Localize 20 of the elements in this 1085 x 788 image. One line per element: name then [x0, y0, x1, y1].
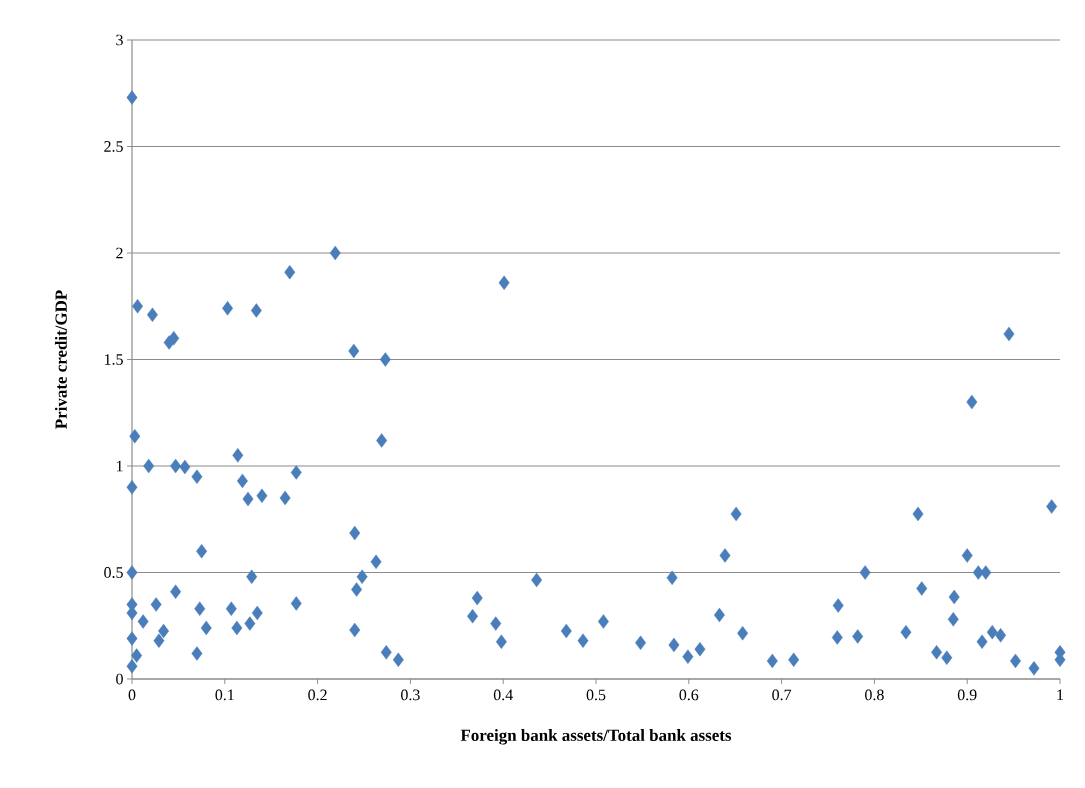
- y-tick-label: 1: [116, 460, 123, 472]
- x-tick-label: 0.3: [401, 689, 420, 701]
- x-tick-label: 0.1: [215, 689, 234, 701]
- x-axis-title: Foreign bank assets/Total bank assets: [460, 729, 732, 745]
- x-tick-label: 0.2: [308, 689, 327, 701]
- y-tick-label: 3: [116, 34, 123, 46]
- x-tick-label: 1: [1057, 689, 1064, 701]
- y-tick-label: 0: [116, 673, 123, 685]
- x-tick-label: 0: [128, 689, 136, 701]
- y-axis-title: Private credit/GDP: [54, 290, 67, 429]
- y-tick-label: 0.5: [104, 567, 123, 578]
- y-tick-label: 2.5: [104, 141, 123, 152]
- x-tick-label: 0.4: [493, 689, 513, 701]
- x-tick-label: 0.8: [865, 689, 884, 701]
- y-tick-label: 1.5: [104, 354, 123, 365]
- x-tick-label: 0.7: [772, 689, 792, 701]
- y-tick-label: 2: [116, 247, 123, 259]
- x-tick-label: 0.9: [957, 689, 977, 701]
- x-tick-label: 0.6: [679, 689, 699, 701]
- x-tick-label: 0.5: [586, 689, 606, 701]
